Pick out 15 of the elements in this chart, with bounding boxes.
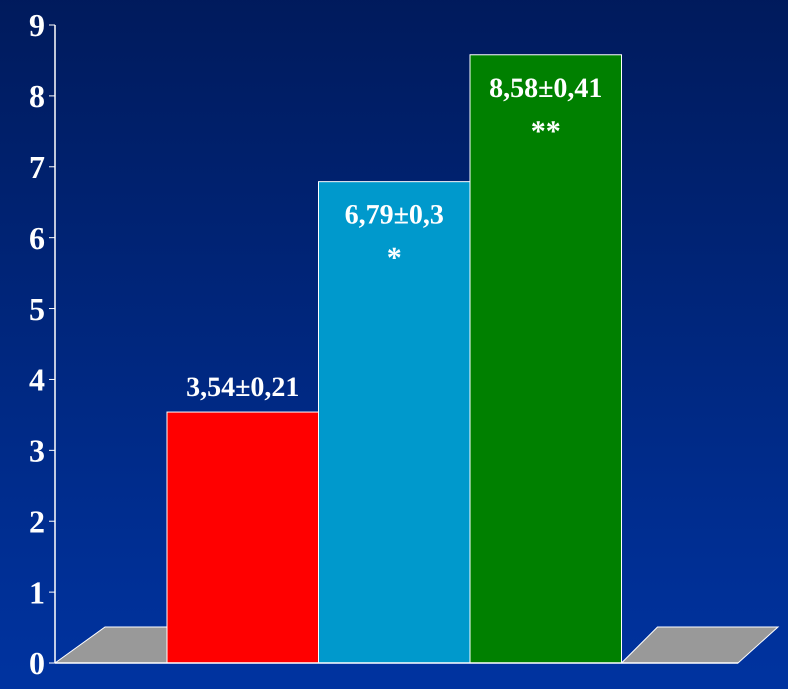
y-tick-label: 4 [29, 362, 45, 398]
y-tick-label: 6 [29, 220, 45, 256]
annotation: ** [530, 114, 561, 148]
y-tick-label: 8 [29, 78, 45, 114]
y-tick-label: 5 [29, 290, 45, 327]
data-label: 3,54±0,21 [186, 372, 300, 404]
y-tick-label: 0 [29, 645, 45, 682]
y-tick-label: 2 [29, 503, 45, 540]
annotation: * [386, 242, 402, 275]
data-label: 8,58±0,41 [489, 72, 602, 104]
data-label: 6,79±0,3 [344, 200, 444, 231]
y-tick-label: 7 [29, 148, 45, 185]
y-tick-label: 3 [29, 432, 45, 469]
y-tick-label: 9 [29, 7, 45, 44]
y-tick-label: 1 [29, 574, 45, 610]
